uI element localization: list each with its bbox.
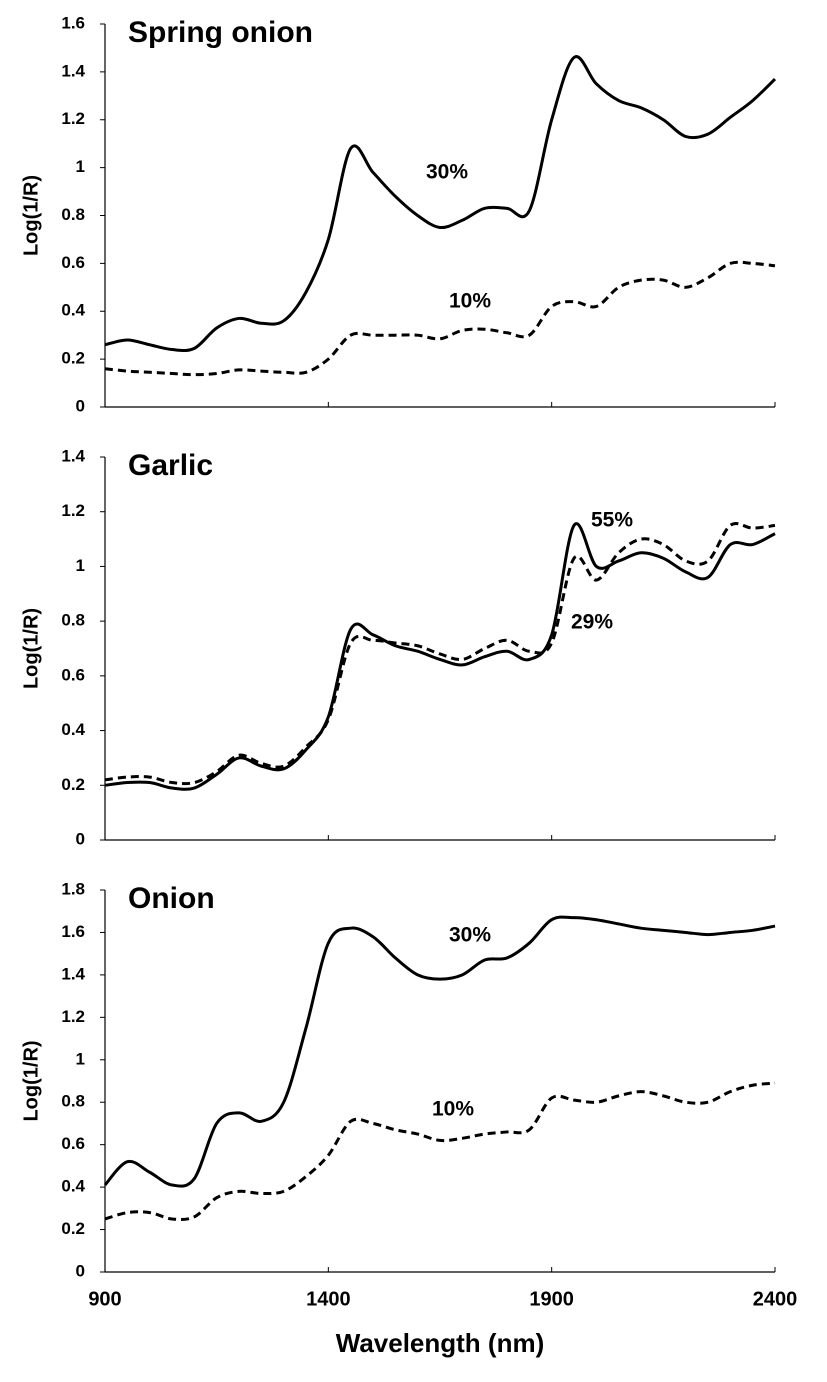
y-tick-label: 1.4 (61, 446, 85, 465)
y-tick-label: 1.6 (61, 13, 85, 32)
y-tick-label: 1.8 (61, 879, 85, 898)
x-tick-label: 1900 (529, 1288, 574, 1310)
data-line (104, 522, 776, 791)
data-line (104, 260, 776, 377)
x-tick-label: 900 (88, 1288, 121, 1310)
y-tick-label: 0.8 (61, 1092, 85, 1111)
panel-title: Garlic (128, 449, 213, 482)
series-label: 29% (571, 611, 613, 634)
y-tick-label: 1.4 (61, 964, 85, 983)
series-label: 10% (449, 290, 491, 313)
y-tick-label: 0.8 (61, 205, 85, 224)
y-tick-label: 0 (76, 396, 85, 415)
y-tick-label: 0.6 (61, 1134, 85, 1153)
y-tick-label: 1.2 (61, 1007, 85, 1026)
y-tick-label: 0.2 (61, 349, 85, 368)
panel-title: Onion (128, 882, 215, 915)
y-tick-label: 1.2 (61, 501, 85, 520)
y-tick-label: 0.4 (61, 301, 85, 320)
series-label: 10% (432, 1098, 474, 1121)
y-tick-label: 0.2 (61, 775, 85, 794)
panel-title: Spring onion (128, 16, 313, 49)
y-tick-label: 0 (76, 1261, 85, 1280)
y-tick-label: 1.2 (61, 109, 85, 128)
y-tick-label: 0.2 (61, 1219, 85, 1238)
y-tick-label: 1 (76, 157, 85, 176)
y-axis-label: Log(1/R) (20, 1040, 42, 1121)
y-tick-label: 0.4 (61, 720, 85, 739)
data-line (104, 522, 776, 786)
y-tick-label: 1 (76, 556, 85, 575)
y-tick-label: 0.6 (61, 665, 85, 684)
y-tick-label: 0 (76, 829, 85, 848)
data-line (103, 915, 776, 1188)
x-axis-label: Wavelength (nm) (336, 1328, 544, 1358)
y-tick-label: 0.6 (61, 253, 85, 272)
y-tick-label: 0.8 (61, 611, 85, 630)
y-axis-label: Log(1/R) (20, 608, 42, 689)
data-line (104, 1081, 776, 1222)
y-axis-label: Log(1/R) (20, 175, 42, 256)
x-tick-label: 2400 (753, 1288, 798, 1310)
series-label: 30% (426, 161, 468, 184)
y-tick-label: 0.4 (61, 1177, 85, 1196)
y-tick-label: 1.4 (61, 61, 85, 80)
y-tick-label: 1 (76, 1049, 85, 1068)
y-tick-label: 1.6 (61, 922, 85, 941)
series-label: 55% (591, 509, 633, 532)
x-tick-label: 1400 (306, 1288, 351, 1310)
data-line (104, 55, 777, 353)
series-label: 30% (449, 924, 491, 947)
